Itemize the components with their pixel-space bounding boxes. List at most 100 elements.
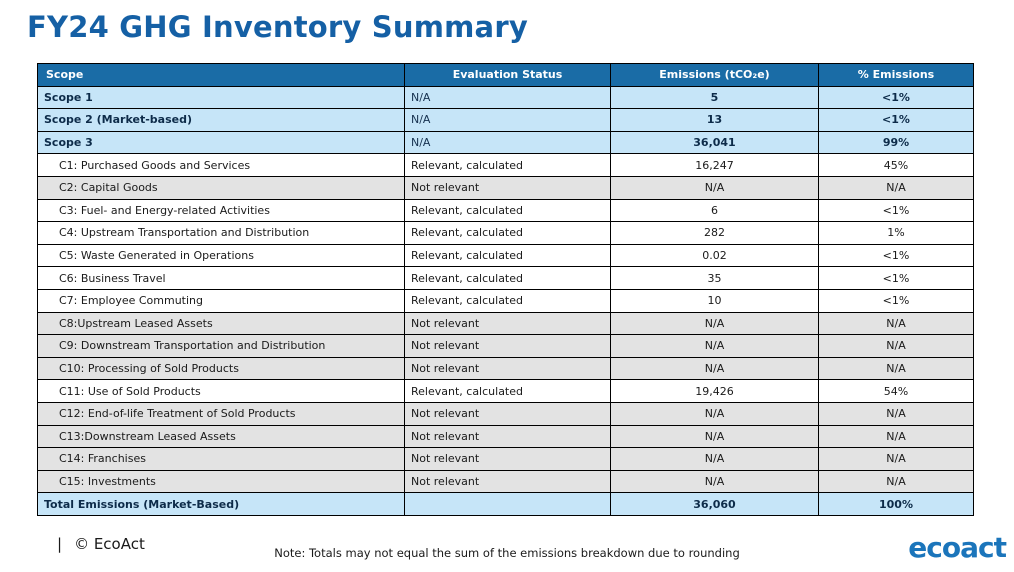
- emissions-cell: 13: [610, 108, 819, 132]
- status-cell: N/A: [404, 108, 611, 132]
- percent-cell: <1%: [818, 198, 974, 223]
- status-cell: Relevant, calculated: [404, 379, 611, 403]
- percent-cell: N/A: [818, 175, 974, 200]
- table-row: Scope 1 N/A 5 <1%: [37, 85, 974, 110]
- emissions-cell: N/A: [610, 334, 819, 358]
- status-cell: N/A: [404, 85, 611, 110]
- emissions-cell: N/A: [610, 469, 819, 494]
- footer-divider: |: [57, 535, 63, 553]
- column-header-percent-emissions: % Emissions: [818, 63, 974, 87]
- table-row: C15: Investments Not relevant N/A N/A: [37, 469, 974, 494]
- table-row: Scope 2 (Market-based) N/A 13 <1%: [37, 108, 974, 132]
- footer-note: Note: Totals may not equal the sum of th…: [274, 546, 740, 560]
- emissions-cell: 10: [610, 288, 819, 313]
- ecoact-logo: ecoact: [908, 531, 1007, 564]
- scope-cell: C6: Business Travel: [37, 266, 405, 290]
- status-cell: Not relevant: [404, 469, 611, 494]
- table-row: C7: Employee Commuting Relevant, calculat…: [37, 288, 974, 313]
- table-header-row: Scope Evaluation Status Emissions (tCO₂e…: [37, 63, 974, 87]
- status-cell: Not relevant: [404, 175, 611, 200]
- emissions-cell: 36,041: [610, 130, 819, 155]
- column-header-scope: Scope: [37, 63, 405, 87]
- percent-cell: N/A: [818, 424, 974, 449]
- scope-cell: C8:Upstream Leased Assets: [37, 311, 405, 336]
- scope-cell: C14: Franchises: [37, 447, 405, 471]
- table-row: C9: Downstream Transportation and Distri…: [37, 334, 974, 358]
- percent-cell: N/A: [818, 311, 974, 336]
- table-row: C2: Capital Goods Not relevant N/A N/A: [37, 175, 974, 200]
- table-row: C10: Processing of Sold Products Not rele…: [37, 356, 974, 381]
- copyright-text: © EcoAct: [74, 535, 145, 553]
- status-cell: Relevant, calculated: [404, 153, 611, 177]
- percent-cell: 100%: [818, 492, 974, 516]
- emissions-cell: 6: [610, 198, 819, 223]
- emissions-cell: N/A: [610, 424, 819, 449]
- emissions-cell: N/A: [610, 311, 819, 336]
- column-header-evaluation-status: Evaluation Status: [404, 63, 611, 87]
- scope-cell: C12: End-of-life Treatment of Sold Produ…: [37, 401, 405, 426]
- scope-cell: C3: Fuel- and Energy-related Activities: [37, 198, 405, 223]
- status-cell: Relevant, calculated: [404, 266, 611, 290]
- ghg-inventory-table: Scope Evaluation Status Emissions (tCO₂e…: [37, 63, 974, 516]
- page-title: FY24 GHG Inventory Summary: [27, 10, 528, 44]
- percent-cell: <1%: [818, 288, 974, 313]
- percent-cell: 54%: [818, 379, 974, 403]
- percent-cell: <1%: [818, 243, 974, 268]
- table-row: C14: Franchises Not relevant N/A N/A: [37, 447, 974, 471]
- status-cell: Not relevant: [404, 424, 611, 449]
- scope-cell: C15: Investments: [37, 469, 405, 494]
- percent-cell: 45%: [818, 153, 974, 177]
- percent-cell: <1%: [818, 85, 974, 110]
- percent-cell: N/A: [818, 334, 974, 358]
- percent-cell: 1%: [818, 221, 974, 245]
- percent-cell: N/A: [818, 356, 974, 381]
- emissions-cell: N/A: [610, 175, 819, 200]
- emissions-cell: 19,426: [610, 379, 819, 403]
- emissions-cell: 36,060: [610, 492, 819, 516]
- scope-cell: C1: Purchased Goods and Services: [37, 153, 405, 177]
- emissions-cell: 0.02: [610, 243, 819, 268]
- emissions-cell: N/A: [610, 356, 819, 381]
- scope-cell: Scope 1: [37, 85, 405, 110]
- status-cell: Not relevant: [404, 311, 611, 336]
- table-row: C12: End-of-life Treatment of Sold Produ…: [37, 401, 974, 426]
- table-row: C11: Use of Sold Products Relevant, calcu…: [37, 379, 974, 403]
- table-row: C6: Business Travel Relevant, calculated 3…: [37, 266, 974, 290]
- percent-cell: N/A: [818, 447, 974, 471]
- scope-cell: C10: Processing of Sold Products: [37, 356, 405, 381]
- status-cell: Relevant, calculated: [404, 243, 611, 268]
- table-row: C1: Purchased Goods and Services Relevant…: [37, 153, 974, 177]
- scope-cell: C5: Waste Generated in Operations: [37, 243, 405, 268]
- table-row: C5: Waste Generated in Operations Relevan…: [37, 243, 974, 268]
- status-cell: N/A: [404, 130, 611, 155]
- emissions-cell: 5: [610, 85, 819, 110]
- percent-cell: N/A: [818, 401, 974, 426]
- scope-cell: C11: Use of Sold Products: [37, 379, 405, 403]
- footer-copyright: | © EcoAct: [57, 535, 145, 553]
- ghg-table-body: Scope 1 N/A 5 <1% Scope 2 (Market-based) N/A 1…: [37, 85, 974, 516]
- table-row: C8:Upstream Leased Assets Not relevant N/A…: [37, 311, 974, 336]
- emissions-cell: 35: [610, 266, 819, 290]
- scope-cell: Scope 3: [37, 130, 405, 155]
- table-row: Scope 3 N/A 36,041 99%: [37, 130, 974, 155]
- table-row: Total Emissions (Market-Based) 36,060 100%: [37, 492, 974, 516]
- percent-cell: N/A: [818, 469, 974, 494]
- scope-cell: Scope 2 (Market-based): [37, 108, 405, 132]
- scope-cell: C2: Capital Goods: [37, 175, 405, 200]
- emissions-cell: 282: [610, 221, 819, 245]
- emissions-cell: N/A: [610, 401, 819, 426]
- status-cell: Not relevant: [404, 356, 611, 381]
- emissions-cell: 16,247: [610, 153, 819, 177]
- status-cell: Not relevant: [404, 401, 611, 426]
- status-cell: [404, 492, 611, 516]
- percent-cell: <1%: [818, 266, 974, 290]
- table-row: C4: Upstream Transportation and Distribu…: [37, 221, 974, 245]
- percent-cell: <1%: [818, 108, 974, 132]
- scope-cell: C9: Downstream Transportation and Distri…: [37, 334, 405, 358]
- status-cell: Relevant, calculated: [404, 288, 611, 313]
- table-row: C3: Fuel- and Energy-related Activities R…: [37, 198, 974, 223]
- emissions-cell: N/A: [610, 447, 819, 471]
- table-header: Scope Evaluation Status Emissions (tCO₂e…: [37, 63, 974, 87]
- status-cell: Not relevant: [404, 447, 611, 471]
- scope-cell: C13:Downstream Leased Assets: [37, 424, 405, 449]
